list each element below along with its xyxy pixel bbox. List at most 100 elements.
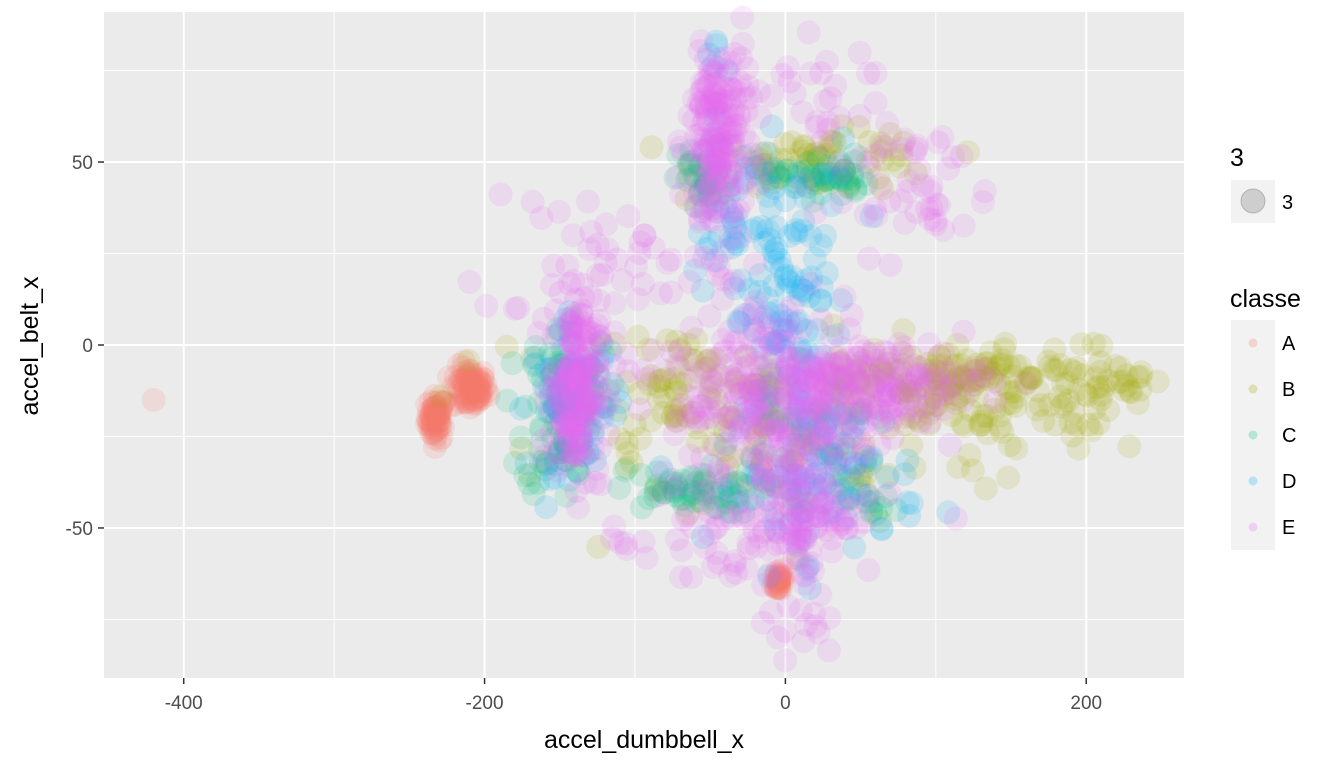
data-point xyxy=(534,357,559,382)
data-point xyxy=(1069,332,1094,357)
data-point xyxy=(569,298,594,323)
data-point xyxy=(826,165,851,190)
data-point xyxy=(1026,378,1051,403)
data-point xyxy=(450,368,475,393)
data-point xyxy=(427,403,452,428)
data-point xyxy=(677,269,702,294)
data-point xyxy=(560,352,585,377)
data-point xyxy=(449,368,474,393)
data-point xyxy=(978,340,1003,365)
data-point xyxy=(847,468,872,492)
data-point xyxy=(860,379,885,404)
data-point xyxy=(754,396,779,421)
data-point xyxy=(762,157,787,182)
data-point xyxy=(704,147,729,172)
data-point xyxy=(767,575,792,600)
data-point xyxy=(774,158,799,183)
data-point xyxy=(718,485,743,510)
data-point xyxy=(770,565,795,590)
data-point xyxy=(832,364,857,389)
data-point xyxy=(861,363,886,388)
data-point xyxy=(846,426,871,451)
data-point xyxy=(715,177,740,202)
data-point xyxy=(757,227,782,252)
data-point xyxy=(684,123,709,148)
data-point xyxy=(794,612,819,637)
data-point xyxy=(703,433,728,458)
data-point xyxy=(746,171,771,196)
data-point xyxy=(762,564,787,589)
data-point xyxy=(795,157,820,182)
data-point xyxy=(760,573,785,598)
data-point xyxy=(823,447,848,472)
data-point xyxy=(750,152,775,177)
data-point xyxy=(572,443,597,468)
data-point xyxy=(702,486,727,511)
data-point xyxy=(678,483,703,507)
data-point xyxy=(897,379,922,404)
data-point xyxy=(563,442,588,467)
data-point xyxy=(562,413,587,438)
data-point xyxy=(752,230,777,255)
data-point xyxy=(768,565,792,590)
data-point xyxy=(565,330,590,354)
data-point xyxy=(872,361,897,386)
data-point xyxy=(701,153,726,178)
data-point xyxy=(820,499,845,524)
data-point xyxy=(793,390,818,414)
data-point xyxy=(419,403,444,427)
data-point xyxy=(463,368,488,393)
data-point xyxy=(701,94,726,119)
data-point xyxy=(730,78,755,103)
data-point xyxy=(701,168,726,193)
data-point xyxy=(550,410,575,434)
data-point xyxy=(768,387,793,412)
data-point xyxy=(532,449,557,474)
data-point xyxy=(540,346,565,371)
data-point xyxy=(415,392,440,417)
data-point xyxy=(513,394,538,419)
data-point xyxy=(557,299,582,324)
data-point xyxy=(636,337,661,362)
data-point xyxy=(806,447,831,472)
data-point xyxy=(830,114,854,139)
data-point xyxy=(1088,359,1113,384)
data-point xyxy=(598,339,623,364)
data-point xyxy=(949,353,974,378)
data-point xyxy=(431,389,456,414)
data-point xyxy=(683,244,708,269)
data-point xyxy=(876,415,900,440)
data-point xyxy=(548,440,573,465)
data-point xyxy=(876,462,901,487)
data-point xyxy=(705,133,729,158)
data-point xyxy=(585,313,609,338)
data-point xyxy=(590,394,615,419)
data-point xyxy=(789,340,813,365)
data-point xyxy=(579,377,604,402)
data-point xyxy=(708,160,733,185)
data-point xyxy=(891,130,916,155)
data-point xyxy=(791,134,816,158)
data-point xyxy=(760,170,785,195)
data-point xyxy=(543,447,568,472)
data-point xyxy=(774,454,799,479)
data-point xyxy=(704,62,728,86)
data-point xyxy=(754,152,779,177)
data-point xyxy=(419,389,443,414)
data-point xyxy=(450,381,475,406)
data-point xyxy=(889,381,914,406)
data-point xyxy=(727,104,752,129)
data-point xyxy=(715,101,740,126)
data-point xyxy=(1049,394,1074,419)
data-point xyxy=(571,327,595,352)
data-point xyxy=(562,429,586,454)
data-point xyxy=(847,358,871,383)
data-point xyxy=(690,76,715,101)
data-point xyxy=(922,385,947,410)
data-point xyxy=(420,412,445,437)
data-point xyxy=(569,310,594,335)
data-point xyxy=(1110,369,1135,394)
data-point xyxy=(698,231,723,255)
data-point xyxy=(570,398,595,423)
